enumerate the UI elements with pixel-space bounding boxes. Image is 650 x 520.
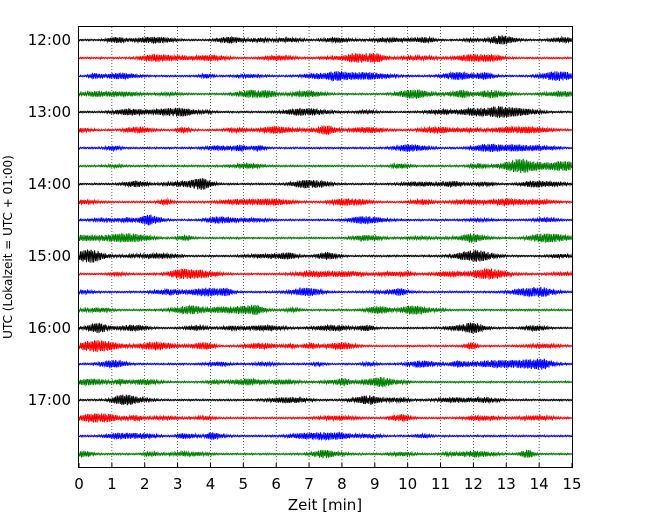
trace-1245 [78, 89, 573, 99]
x-tick-label: 10 [398, 475, 417, 493]
x-tick-label: 3 [173, 475, 183, 493]
trace-1430 [78, 214, 573, 226]
x-tick-label: 8 [337, 475, 347, 493]
grid-layer [111, 27, 540, 467]
x-tick-label: 11 [431, 475, 450, 493]
trace-1645 [78, 376, 573, 388]
trace-1415 [78, 197, 573, 207]
y-tick-label: 15:00 [28, 247, 71, 265]
x-tick-label: 0 [74, 475, 84, 493]
trace-1715 [78, 412, 573, 424]
x-tick-label: 15 [562, 475, 581, 493]
y-axis-ticks: 12:00 13:00 14:00 15:00 16:00 17:00 [28, 31, 83, 409]
trace-1215 [78, 52, 573, 63]
trace-1445 [78, 232, 573, 244]
x-tick-label: 2 [140, 475, 150, 493]
trace-1200 [78, 35, 573, 45]
trace-1500 [78, 248, 573, 263]
x-tick-label: 5 [239, 475, 249, 493]
x-tick-label: 12 [464, 475, 483, 493]
trace-1530 [78, 286, 573, 298]
trace-1545 [78, 304, 573, 316]
trace-1745 [78, 449, 573, 459]
x-tick-label: 7 [304, 475, 314, 493]
y-axis-label: UTC (Lokalzeit = UTC + 01:00) [1, 155, 15, 339]
x-tick-label: 13 [497, 475, 516, 493]
x-axis-ticks: 0 1 2 3 4 5 6 7 8 9 10 11 12 13 14 15 [74, 463, 582, 493]
trace-1615 [78, 340, 573, 353]
y-tick-label: 14:00 [28, 175, 71, 193]
x-tick-label: 9 [370, 475, 380, 493]
x-tick-label: 6 [271, 475, 281, 493]
trace-1300 [78, 105, 573, 119]
trace-1515 [78, 267, 573, 280]
trace-1630 [78, 358, 573, 370]
trace-1700 [78, 394, 573, 406]
x-tick-label: 1 [107, 475, 117, 493]
plot-frame [78, 26, 573, 468]
trace-1600 [78, 322, 573, 334]
x-axis-label: Zeit [min] [288, 496, 362, 514]
y-tick-label: 12:00 [28, 31, 71, 49]
y-tick-label: 17:00 [28, 391, 71, 409]
trace-1230 [78, 70, 573, 82]
trace-1315 [78, 124, 573, 136]
trace-1730 [78, 431, 573, 442]
trace-1330 [78, 143, 573, 153]
trace-1345 [78, 158, 573, 174]
x-tick-label: 4 [206, 475, 216, 493]
trace-1400 [78, 178, 573, 191]
trace-layer [78, 35, 573, 459]
y-tick-label: 13:00 [28, 103, 71, 121]
x-tick-label: 14 [530, 475, 549, 493]
y-tick-label: 16:00 [28, 319, 71, 337]
